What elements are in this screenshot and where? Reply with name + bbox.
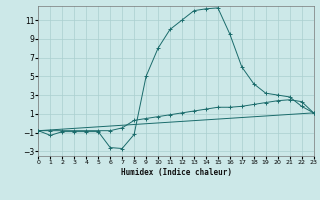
X-axis label: Humidex (Indice chaleur): Humidex (Indice chaleur) [121,168,231,177]
